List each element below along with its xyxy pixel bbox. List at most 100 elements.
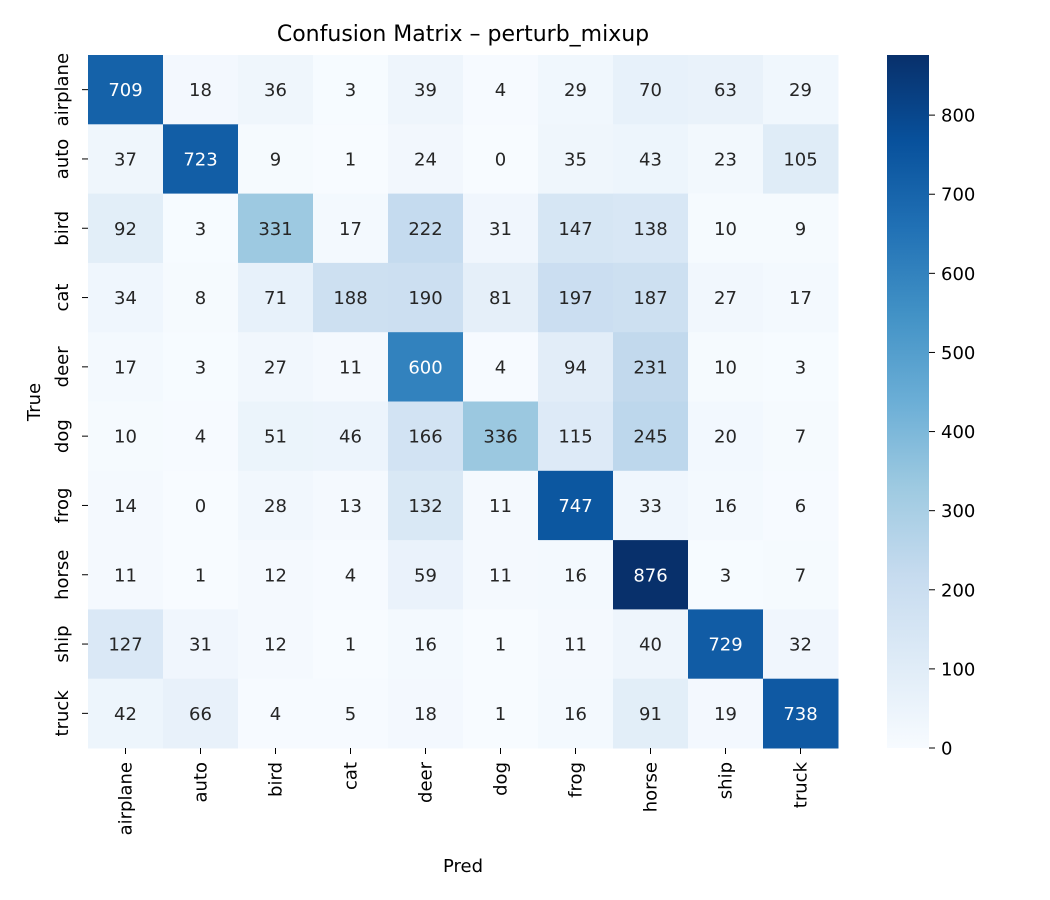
heatmap-cell <box>313 609 389 680</box>
cell-value-label: 4 <box>495 80 506 101</box>
heatmap-cell <box>88 262 164 333</box>
cell-value-label: 27 <box>264 357 287 378</box>
cell-value-label: 91 <box>639 704 662 725</box>
heatmap-cell <box>88 609 164 680</box>
cell-value-label: 16 <box>714 496 737 517</box>
cell-value-label: 31 <box>489 219 512 240</box>
cell-value-label: 9 <box>795 219 806 240</box>
cell-value-label: 19 <box>714 704 737 725</box>
heatmap-cell <box>763 401 839 472</box>
heatmap-cell <box>388 332 464 402</box>
cell-value-label: 71 <box>264 288 287 309</box>
cell-value-label: 63 <box>714 80 737 101</box>
cell-value-label: 9 <box>270 149 281 170</box>
colorbar-tick-label: 800 <box>941 106 975 127</box>
cell-value-label: 1 <box>345 149 356 170</box>
cell-value-label: 70 <box>639 80 662 101</box>
x-axis-label: Pred <box>443 856 483 877</box>
heatmap-cell <box>763 193 839 264</box>
colorbar-tick-label: 400 <box>941 422 975 443</box>
heatmap-cell <box>463 678 539 749</box>
heatmap-cell <box>463 55 539 125</box>
cell-value-label: 1 <box>345 635 356 656</box>
y-tick-label: dog <box>52 419 73 453</box>
heatmap-cell <box>163 193 239 264</box>
heatmap-cell <box>313 332 389 402</box>
cell-value-label: 10 <box>714 357 737 378</box>
heatmap-cell <box>238 401 314 472</box>
heatmap-cell <box>763 262 839 333</box>
cell-value-label: 24 <box>414 149 437 170</box>
cell-value-label: 197 <box>558 288 592 309</box>
heatmap-cell <box>613 55 689 125</box>
cell-value-label: 876 <box>633 565 667 586</box>
heatmap-cell <box>163 401 239 472</box>
cell-value-label: 17 <box>114 357 137 378</box>
heatmap-cell <box>163 470 239 541</box>
cell-value-label: 16 <box>414 635 437 656</box>
colorbar-tick-label: 500 <box>941 343 975 364</box>
heatmap-cell <box>538 124 614 195</box>
x-tick-label: ship <box>716 762 737 799</box>
cell-value-label: 27 <box>714 288 737 309</box>
heatmap-cell <box>763 332 839 402</box>
cell-value-label: 35 <box>564 149 587 170</box>
cell-value-label: 723 <box>183 149 217 170</box>
heatmap-cell <box>688 332 764 402</box>
heatmap-cell <box>88 55 164 125</box>
y-axis-ticks: airplane auto bird cat deer dog frog horse ship t… <box>52 53 88 736</box>
cell-value-label: 600 <box>408 357 442 378</box>
cell-value-label: 4 <box>345 565 356 586</box>
cell-value-label: 3 <box>345 80 356 101</box>
cell-value-label: 10 <box>714 219 737 240</box>
heatmap-cell <box>163 332 239 402</box>
heatmap-cell <box>313 124 389 195</box>
heatmap-cell <box>313 470 389 541</box>
heatmap-cell <box>688 401 764 472</box>
heatmap-cell <box>163 55 239 125</box>
cell-value-label: 12 <box>264 565 287 586</box>
cell-value-label: 4 <box>270 704 281 725</box>
heatmap-cell <box>88 124 164 195</box>
heatmap-cell <box>463 262 539 333</box>
heatmap-cell <box>463 470 539 541</box>
cell-value-label: 20 <box>714 427 737 448</box>
chart-title: Confusion Matrix – perturb_mixup <box>277 22 649 47</box>
heatmap-cell <box>763 55 839 125</box>
cell-value-label: 147 <box>558 219 592 240</box>
cell-value-label: 7 <box>795 565 806 586</box>
cell-value-label: 16 <box>564 704 587 725</box>
heatmap-cell <box>613 540 689 610</box>
y-tick-label: bird <box>52 211 73 246</box>
x-tick-label: horse <box>641 762 662 812</box>
y-axis-label: True <box>24 383 45 422</box>
cell-value-label: 0 <box>495 149 506 170</box>
cell-value-label: 4 <box>495 357 506 378</box>
x-axis-ticks: airplane auto bird cat deer dog frog horse ship t… <box>116 748 812 835</box>
heatmap-cell <box>688 124 764 195</box>
heatmap-cell <box>538 678 614 749</box>
heatmap-cell <box>463 332 539 402</box>
heatmap-cell <box>238 678 314 749</box>
cell-value-label: 81 <box>489 288 512 309</box>
heatmap-cell <box>88 401 164 472</box>
cell-value-label: 43 <box>639 149 662 170</box>
heatmap-cell <box>88 470 164 541</box>
cell-value-label: 8 <box>195 288 206 309</box>
y-tick-label: deer <box>52 346 73 388</box>
heatmap-cells <box>88 55 839 749</box>
cell-value-label: 42 <box>114 704 137 725</box>
cell-value-label: 32 <box>789 635 812 656</box>
heatmap-cell <box>313 540 389 610</box>
heatmap-cell <box>388 470 464 541</box>
heatmap-cell <box>763 124 839 195</box>
heatmap-cell <box>313 678 389 749</box>
heatmap-cell <box>613 332 689 402</box>
heatmap-cell <box>463 124 539 195</box>
cell-value-label: 729 <box>708 635 742 656</box>
heatmap-cell <box>88 193 164 264</box>
y-tick-label: auto <box>52 139 73 180</box>
heatmap-cell <box>613 193 689 264</box>
